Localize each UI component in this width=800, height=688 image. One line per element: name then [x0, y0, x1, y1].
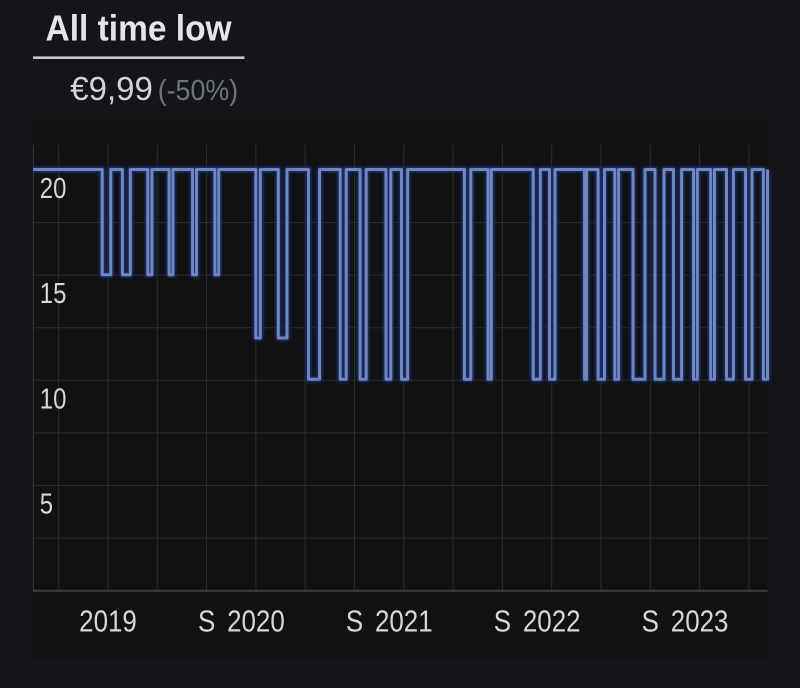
svg-text:2021: 2021: [375, 603, 433, 637]
svg-text:2020: 2020: [227, 603, 285, 637]
svg-text:15: 15: [40, 277, 67, 310]
svg-text:S: S: [198, 603, 215, 637]
svg-text:(-50%): (-50%): [158, 74, 238, 106]
svg-text:2019: 2019: [79, 603, 137, 637]
svg-text:2022: 2022: [523, 603, 581, 637]
svg-text:S: S: [494, 603, 511, 637]
svg-text:2023: 2023: [671, 603, 729, 637]
svg-text:5: 5: [40, 488, 53, 521]
svg-text:€9,99: €9,99: [70, 70, 153, 107]
svg-text:S: S: [346, 603, 363, 637]
svg-text:S: S: [642, 603, 659, 637]
svg-text:10: 10: [40, 382, 67, 415]
svg-text:20: 20: [40, 172, 67, 205]
svg-text:All time low: All time low: [46, 8, 233, 49]
